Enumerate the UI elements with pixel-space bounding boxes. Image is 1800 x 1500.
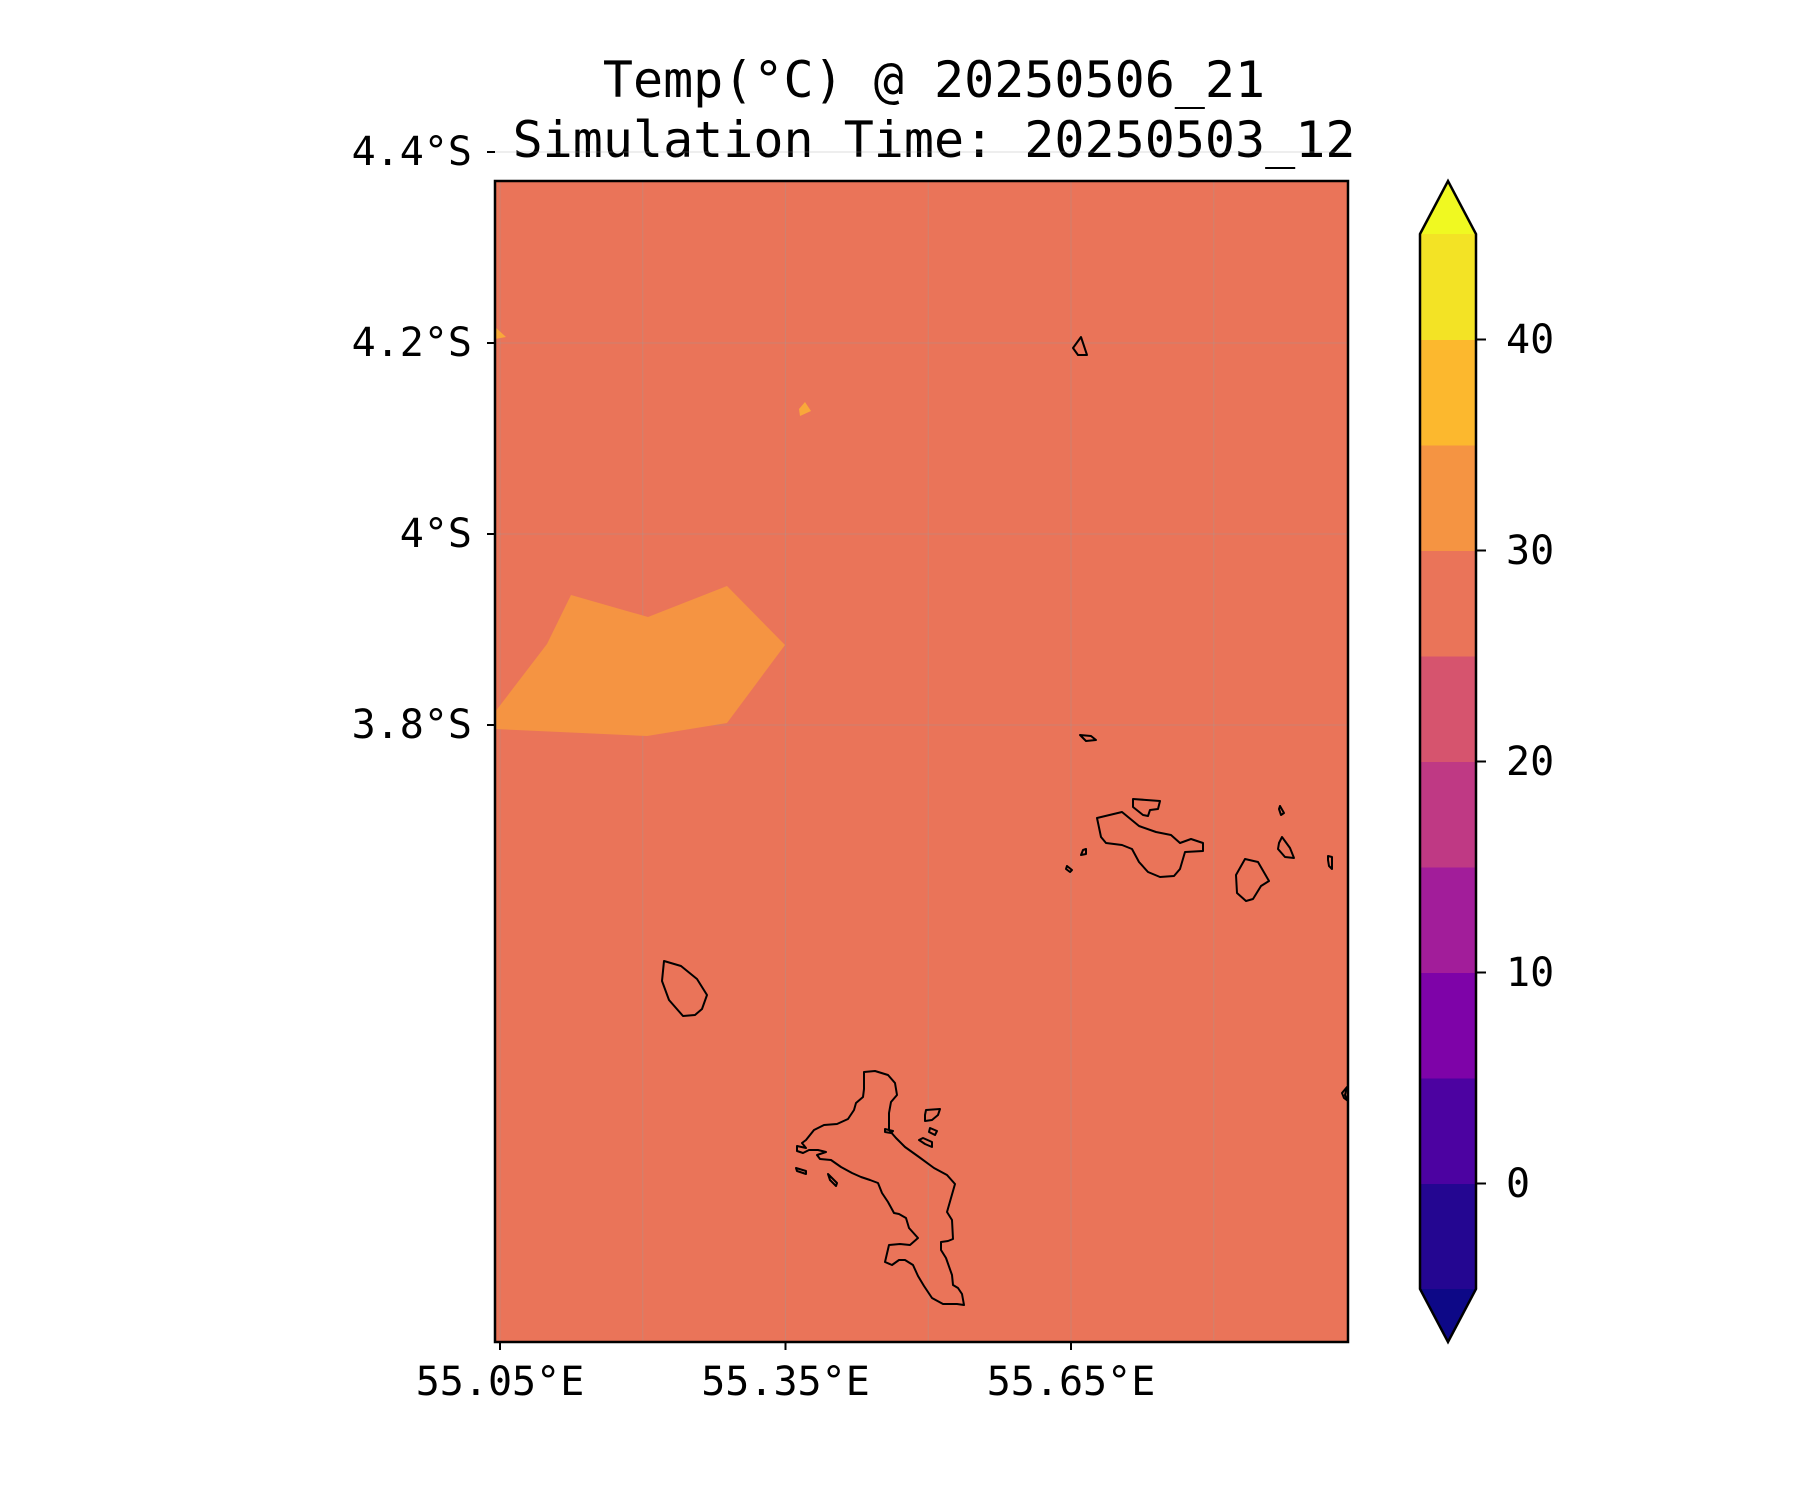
colorbar-level [1420, 761, 1476, 868]
coastline-island [1278, 805, 1285, 816]
coastline-island [1277, 836, 1295, 859]
x-tick-label: 55.05°E [415, 1359, 585, 1405]
coastline-island [928, 1127, 938, 1136]
x-tick-label: 55.35°E [701, 1359, 870, 1405]
coastline-island [1065, 865, 1073, 873]
temperature-field-background [495, 181, 1348, 1342]
coastline-island [1080, 848, 1087, 856]
y-tick-marks [487, 151, 495, 726]
colorbar-tick-label: 30 [1506, 527, 1555, 574]
warm-temperature-spot [799, 402, 811, 416]
coastline-la-digue-island [1235, 858, 1270, 902]
title-line-1: Temp(°C) @ 20250506_21 [602, 51, 1266, 109]
colorbar-tick-label: 20 [1506, 738, 1555, 785]
y-tick-label: 4°S [399, 511, 472, 557]
colorbar-levels [1420, 234, 1476, 1290]
colorbar-level [1420, 1078, 1476, 1184]
coastline-island [918, 1137, 933, 1148]
title-line-2: Simulation Time: 20250503_12 [512, 111, 1356, 169]
coastline-island [1327, 855, 1333, 870]
coastline-island [1079, 734, 1097, 742]
colorbar-level [1420, 339, 1476, 446]
colorbar-level [1420, 1183, 1476, 1290]
coastline-island [924, 1108, 941, 1122]
colorbar-tick-label: 0 [1506, 1160, 1531, 1207]
y-tick-label: 4.4°S [351, 129, 472, 175]
coastline-island [884, 1128, 894, 1134]
x-tick-label: 55.65°E [986, 1359, 1156, 1405]
coastline-mahe-island [796, 1070, 965, 1306]
colorbar-under-extension [1420, 1289, 1476, 1342]
colorbar [1418, 178, 1486, 1345]
x-tick-marks [499, 1342, 1072, 1350]
coastline-island [795, 1167, 807, 1175]
coastline-island [827, 1173, 838, 1187]
map-gridlines [495, 151, 1348, 1342]
warm-temperature-spot [495, 327, 506, 339]
coastline-praslin-island [1096, 811, 1204, 878]
coastlines [661, 336, 1349, 1306]
colorbar-level [1420, 445, 1476, 551]
coastline-island [1341, 1086, 1349, 1102]
colorbar-level [1420, 234, 1476, 340]
coastline-silhouette-island [661, 960, 708, 1017]
colorbar-over-extension [1420, 181, 1476, 234]
colorbar-level [1420, 656, 1476, 762]
colorbar-tick-label: 10 [1506, 949, 1555, 996]
map-panel [487, 151, 1350, 1350]
map-frame [493, 179, 1350, 1344]
colorbar-level [1420, 550, 1476, 657]
coastline-island [1072, 336, 1088, 356]
colorbar-tick-marks [1476, 338, 1486, 1185]
y-tick-label: 4.2°S [351, 320, 472, 366]
colorbar-level [1420, 972, 1476, 1079]
colorbar-tick-label: 40 [1506, 316, 1555, 363]
colorbar-level [1420, 867, 1476, 973]
coastline-island [1132, 798, 1161, 817]
colorbar-outline [1418, 178, 1478, 1345]
figure-title: Temp(°C) @ 20250506_21 Simulation Time: … [0, 50, 1800, 170]
warm-temperature-patch [495, 586, 785, 736]
y-tick-label: 3.8°S [351, 702, 472, 748]
